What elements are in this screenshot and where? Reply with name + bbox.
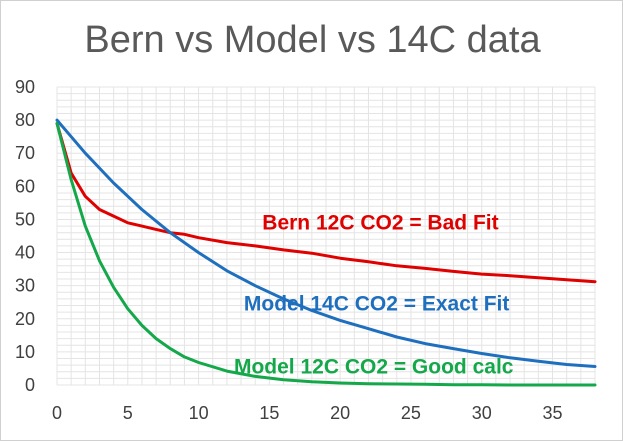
- y-tick-label: 60: [15, 176, 35, 196]
- y-tick-label: 80: [15, 110, 35, 130]
- x-tick-label: 10: [189, 403, 209, 423]
- series-line-1: [55, 121, 597, 284]
- y-tick-label: 30: [15, 276, 35, 296]
- y-tick-label: 40: [15, 243, 35, 263]
- y-tick-label: 50: [15, 209, 35, 229]
- x-tick-label: 25: [401, 403, 421, 423]
- series-line-2: [55, 118, 597, 368]
- x-tick-label: 35: [543, 403, 563, 423]
- series-annotation-2: Model 14C CO2 = Exact Fit: [244, 293, 510, 316]
- series-line-3: [55, 121, 597, 387]
- y-tick-label: 20: [15, 309, 35, 329]
- x-tick-label: 20: [330, 403, 350, 423]
- y-tick-label: 70: [15, 143, 35, 163]
- chart-title: Bern vs Model vs 14C data: [84, 19, 541, 61]
- y-tick-label: 0: [25, 375, 35, 395]
- x-tick-label: 15: [259, 403, 279, 423]
- series-annotation-1: Bern 12C CO2 = Bad Fit: [262, 211, 498, 234]
- x-tick-label: 0: [52, 403, 62, 423]
- y-tick-label: 10: [15, 342, 35, 362]
- x-tick-label: 30: [472, 403, 492, 423]
- x-tick-label: 5: [123, 403, 133, 423]
- y-tick-label: 90: [15, 77, 35, 97]
- series-annotation-3: Model 12C CO2 = Good calc: [234, 355, 514, 378]
